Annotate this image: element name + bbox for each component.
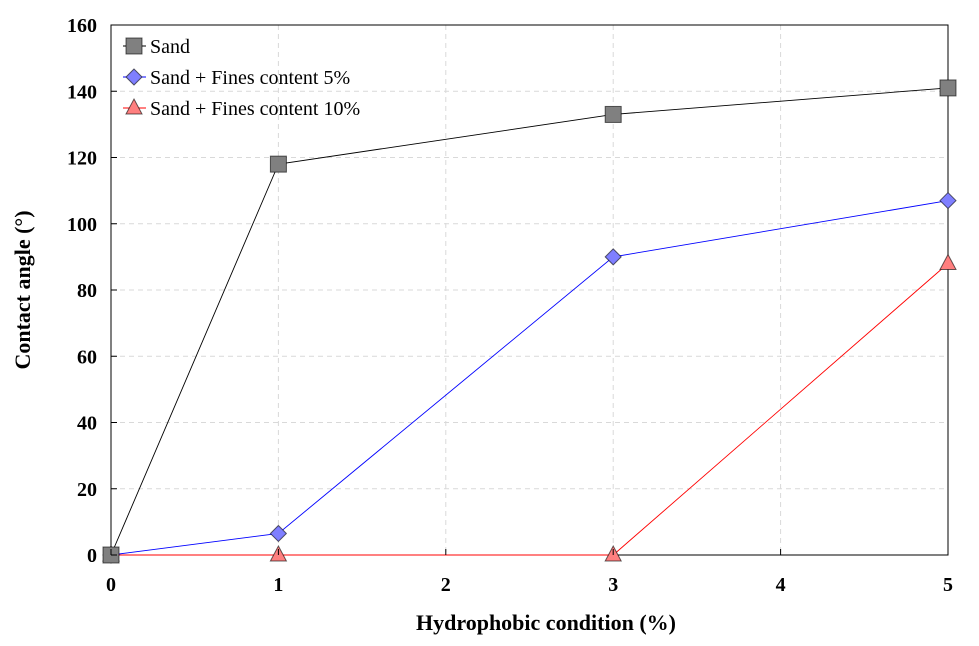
y-tick-label: 20 xyxy=(77,479,97,501)
data-point-sand xyxy=(269,155,287,173)
x-axis-title: Hydrophobic condition (%) xyxy=(416,610,676,635)
legend-marker-fines-5 xyxy=(125,68,143,86)
series-line-fines-5 xyxy=(110,200,949,556)
legend-label-sand: Sand xyxy=(150,36,190,58)
y-tick-label: 160 xyxy=(67,15,97,37)
x-tick-label: 2 xyxy=(441,574,451,596)
y-tick-label: 40 xyxy=(77,413,97,435)
y-tick-label: 0 xyxy=(87,545,97,567)
data-point-fines-5 xyxy=(604,248,622,266)
data-point-sand xyxy=(939,79,957,97)
legend-label-fines-10: Sand + Fines content 10% xyxy=(150,98,360,120)
y-tick-label: 80 xyxy=(77,280,97,302)
x-tick-label: 5 xyxy=(943,574,953,596)
y-tick-label: 60 xyxy=(77,346,97,368)
legend-label-fines-5: Sand + Fines content 5% xyxy=(150,67,350,89)
series-layer xyxy=(102,79,957,564)
x-tick-label: 1 xyxy=(273,574,283,596)
data-point-sand xyxy=(604,105,622,123)
data-point-fines-5 xyxy=(269,524,288,543)
x-tick-label: 3 xyxy=(608,574,618,596)
x-tick-label: 0 xyxy=(106,574,116,596)
x-tick-label: 4 xyxy=(776,574,786,596)
tick-layer: 0 20 40 60 80 100 120 140 160 0 1 2 3 4 5 xyxy=(67,15,953,596)
y-tick-label: 100 xyxy=(67,214,97,236)
y-tick-label: 140 xyxy=(67,81,97,103)
data-point-fines-10 xyxy=(939,253,957,270)
grid-layer xyxy=(111,25,948,555)
legend: Sand Sand + Fines content 5% Sand + Fines … xyxy=(123,36,360,120)
data-point-fines-5 xyxy=(939,191,957,210)
y-tick-label: 120 xyxy=(67,148,97,170)
series-line-fines-10 xyxy=(111,263,949,556)
y-axis-title: Contact angle (°) xyxy=(10,210,35,369)
legend-marker-fines-10 xyxy=(125,97,143,115)
series-line-sand xyxy=(110,87,949,556)
legend-marker-sand xyxy=(125,37,143,55)
